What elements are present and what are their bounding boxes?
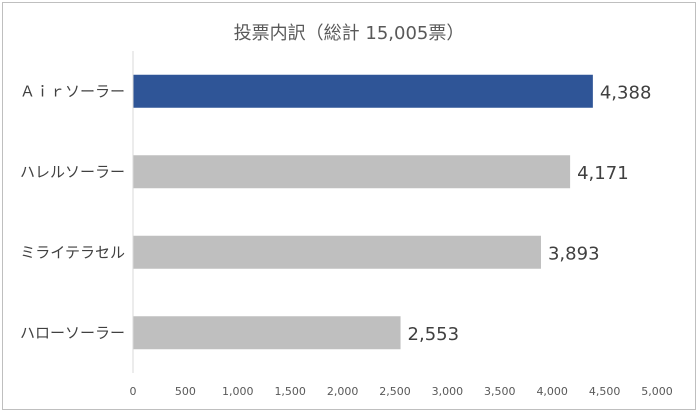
category-label-1: Ａｉｒソーラー [20,82,125,100]
chart-title: 投票内訳（総計 15,005票） [234,23,465,44]
category-label-2: ハレルソーラー [20,163,125,181]
value-label-3: 3,893 [548,243,600,264]
x-tick-label-4: 1,500 [274,385,306,398]
x-tick-label-8: 3,500 [484,385,516,398]
value-labels: 4,388 4,171 3,893 2,553 [408,82,652,345]
bar-2 [133,155,571,189]
value-label-4: 2,553 [408,324,460,345]
x-tick-label-5: 2,000 [327,385,359,398]
chart-frame: 投票内訳（総計 15,005票） Ａｉｒソーラー ハレルソーラー ミライテラセル ハロ… [2,2,696,410]
bar-4 [133,316,401,350]
x-axis-ticks: 0 500 1,000 1,500 2,000 2,500 3,000 3,500 4,000 4… [130,385,673,398]
value-label-1: 4,388 [600,82,652,103]
bar-1 [133,74,593,108]
bar-3 [133,235,541,269]
value-label-2: 4,171 [577,163,629,184]
x-tick-label-2: 500 [175,385,196,398]
x-tick-label-6: 2,500 [379,385,411,398]
x-tick-label-9: 4,000 [536,385,568,398]
category-label-4: ハローソーラー [20,324,125,342]
x-tick-label-7: 3,000 [432,385,464,398]
x-tick-label-11: 5,000 [641,385,673,398]
bar-chart: 投票内訳（総計 15,005票） Ａｉｒソーラーハレルソーラーミライテラセルハロ… [20,23,673,398]
x-tick-label-3: 1,000 [222,385,254,398]
x-tick-label-1: 0 [130,385,137,398]
x-tick-label-10: 4,500 [589,385,621,398]
category-label-3: ミライテラセル [20,243,125,261]
bars-group [133,74,593,350]
